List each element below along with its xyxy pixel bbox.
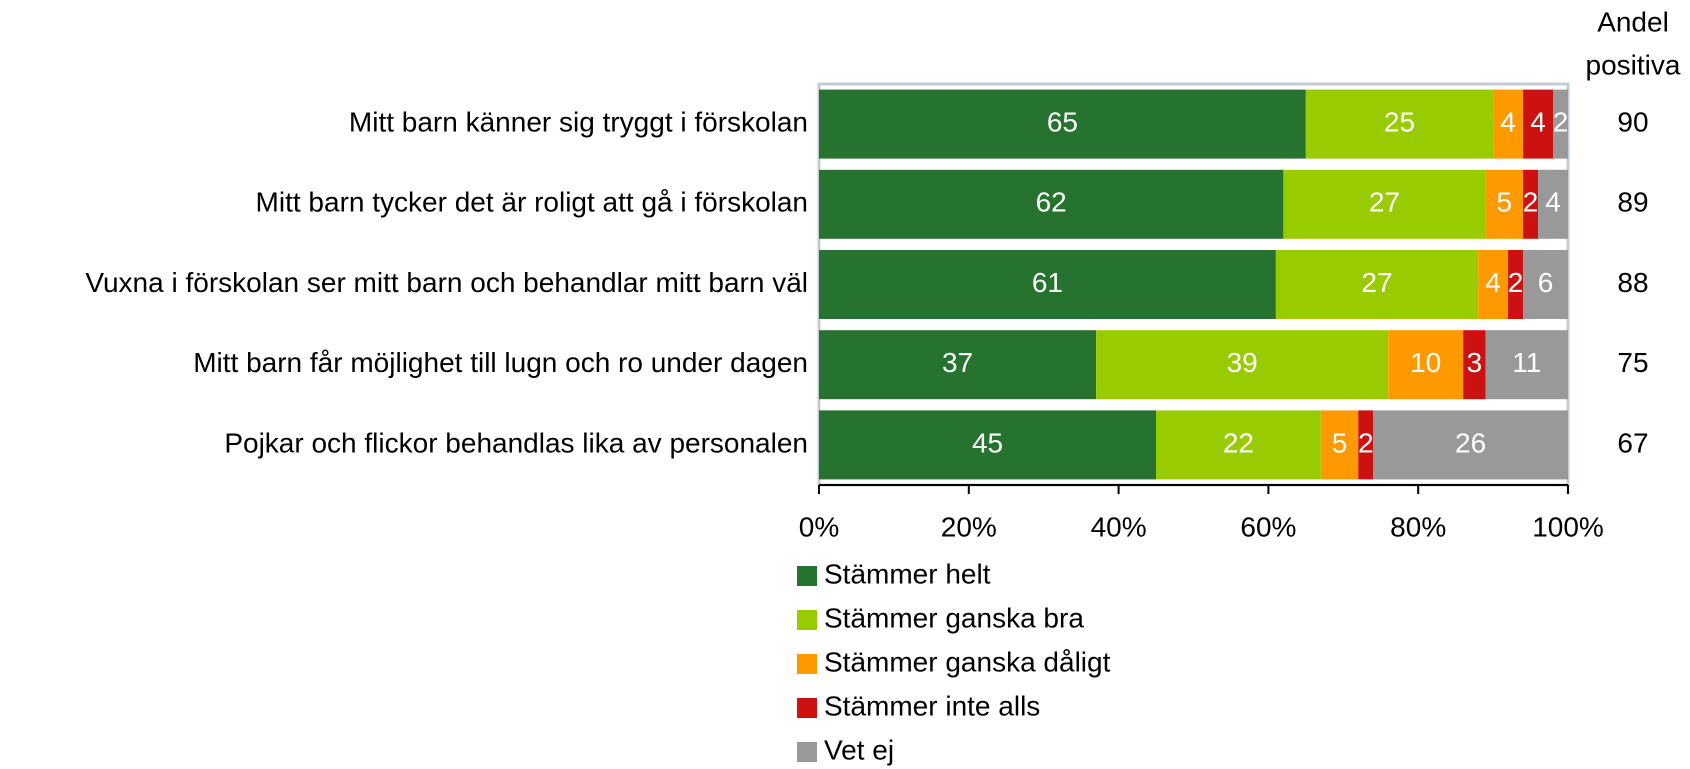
bar-segment [1485,330,1568,400]
side-value: 75 [1617,347,1648,378]
bar-segment [819,250,1276,319]
data-label: 37 [942,347,973,378]
side-value: 88 [1617,267,1648,298]
bar-segment [1305,89,1494,159]
side-value: 67 [1617,427,1648,458]
data-label: 4 [1500,106,1516,137]
bar-segment [1358,410,1374,480]
category-label: Pojkar och flickor behandlas lika av per… [224,427,808,458]
data-label: 61 [1032,267,1063,298]
bar-segment [1320,410,1359,480]
bar-segment [1096,330,1389,400]
bar-segment [1553,89,1568,159]
data-label: 26 [1455,427,1486,458]
x-tick-label: 20% [941,511,997,542]
data-label: 4 [1545,187,1561,218]
data-label: 11 [1512,347,1541,378]
legend-label: Stämmer ganska dåligt [824,646,1111,677]
category-label: Mitt barn känner sig tryggt i förskolan [349,106,808,137]
data-label: 22 [1223,427,1254,458]
bar-segment [1485,169,1524,239]
data-label: 25 [1384,106,1415,137]
x-tick-label: 40% [1091,511,1147,542]
x-tick-label: 80% [1390,511,1446,542]
x-tick-label: 60% [1240,511,1296,542]
x-tick-label: 100% [1532,511,1604,542]
data-label: 2 [1523,187,1539,218]
bar-segment [1463,330,1486,400]
bar-segment [1508,250,1524,319]
legend-label: Stämmer helt [824,558,991,589]
data-label: 39 [1227,347,1258,378]
legend-swatch [797,610,817,630]
side-header: positiva [1586,49,1681,80]
data-label: 62 [1036,187,1067,218]
side-header: Andel [1597,6,1669,37]
legend-label: Stämmer inte alls [824,690,1040,721]
bar-segment [1523,89,1554,159]
bar-segment [1275,250,1479,319]
bar-segment [1478,250,1509,319]
data-label: 5 [1332,427,1348,458]
side-value: 89 [1617,187,1648,218]
bar-segment [819,330,1097,400]
legend-swatch [797,698,817,718]
data-label: 2 [1553,106,1569,137]
bar-segment [1538,169,1568,239]
data-label: 4 [1530,106,1546,137]
data-label: 6 [1538,267,1554,298]
data-label: 27 [1369,187,1400,218]
legend-label: Stämmer ganska bra [824,602,1084,633]
data-label: 45 [972,427,1003,458]
bar-segment [1388,330,1464,400]
data-label: 10 [1410,347,1441,378]
bar-segment [1156,410,1321,480]
bar-segment [1523,169,1539,239]
data-label: 5 [1497,187,1513,218]
data-label: 65 [1047,106,1078,137]
bar-segment [819,410,1157,480]
category-label: Mitt barn tycker det är roligt att gå i … [256,187,808,218]
data-label: 4 [1485,267,1501,298]
data-label: 3 [1467,347,1483,378]
data-label: 2 [1358,427,1374,458]
category-label: Mitt barn får möjlighet till lugn och ro… [193,347,808,378]
bar-segment [819,169,1284,239]
legend-swatch [797,654,817,674]
bar-segment [1523,250,1568,319]
legend-swatch [797,566,817,586]
data-label: 2 [1508,267,1524,298]
bar-segment [1373,410,1568,480]
data-label: 27 [1361,267,1392,298]
side-value: 90 [1617,106,1648,137]
x-tick-label: 0% [799,511,839,542]
bar-segment [1493,89,1524,159]
category-label: Vuxna i förskolan ser mitt barn och beha… [85,267,808,298]
legend-label: Vet ej [824,734,894,765]
bar-segment [1283,169,1486,239]
bar-segment [819,89,1306,159]
legend-swatch [797,742,817,762]
